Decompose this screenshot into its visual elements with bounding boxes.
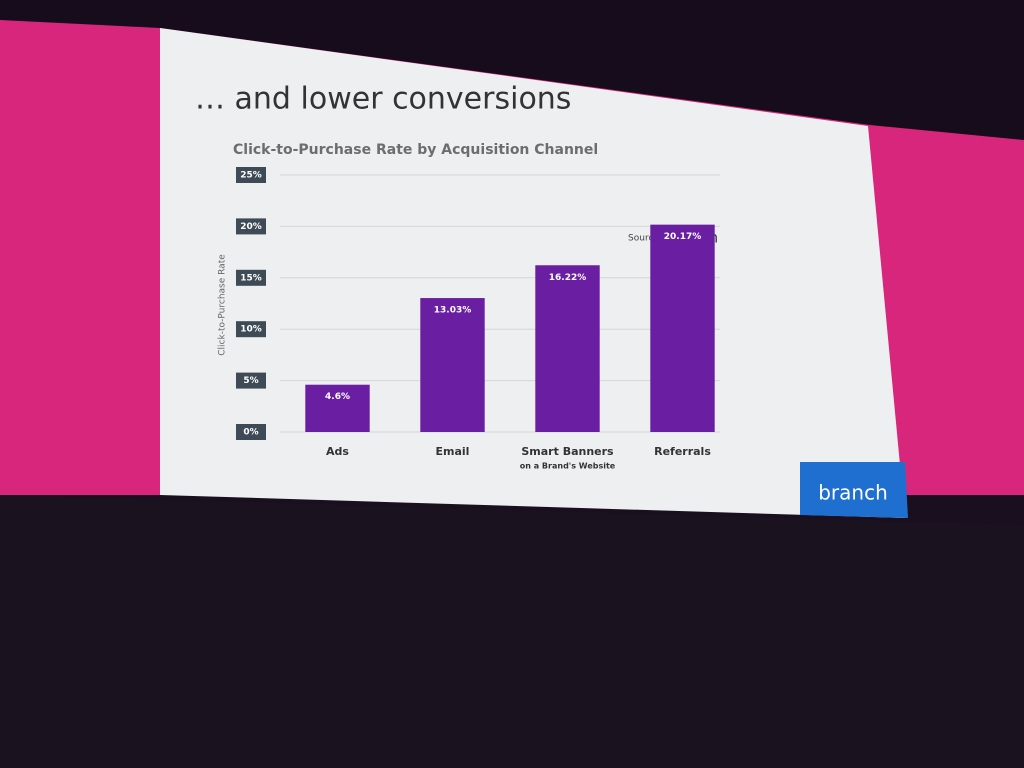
dark-top: [0, 0, 1024, 140]
tick-box: [236, 269, 266, 286]
logo: branch: [818, 481, 888, 505]
y-axis-label: Click-to-Purchase Rate: [218, 254, 228, 356]
dark-floor: [0, 495, 1024, 768]
bar: [650, 224, 715, 432]
y-tick-label: 0%: [243, 428, 258, 438]
y-tick-label: 15%: [240, 273, 262, 283]
x-tick-label: Ads: [326, 445, 349, 458]
tick-box: [236, 321, 266, 338]
value-label: 16.22%: [549, 273, 587, 283]
y-tick-label: 5%: [243, 376, 258, 386]
y-tick-label: 10%: [240, 325, 262, 335]
x-tick-label: Referrals: [654, 445, 711, 458]
y-tick-label: 25%: [240, 171, 262, 181]
slide-title: … and lower conversions: [195, 82, 571, 117]
tick-box: [236, 167, 266, 183]
source-label: Source:: [628, 234, 662, 244]
tick-box: [236, 424, 266, 440]
bar: [305, 384, 370, 432]
value-label: 13.03%: [434, 306, 472, 316]
bar: [535, 265, 600, 432]
tick-box: [236, 372, 266, 389]
chart-title: Click-to-Purchase Rate by Acquisition Ch…: [233, 142, 598, 158]
value-label: 20.17%: [664, 232, 702, 242]
tick-box: [236, 218, 266, 235]
bar: [420, 298, 485, 432]
logo-box: [800, 462, 908, 518]
y-tick-label: 20%: [240, 222, 262, 232]
x-tick-label: Email: [436, 445, 470, 458]
value-label: 4.6%: [325, 392, 350, 402]
x-tick-sublabel: on a Brand's Website: [520, 462, 616, 471]
x-tick-label: Smart Banners: [521, 445, 614, 458]
